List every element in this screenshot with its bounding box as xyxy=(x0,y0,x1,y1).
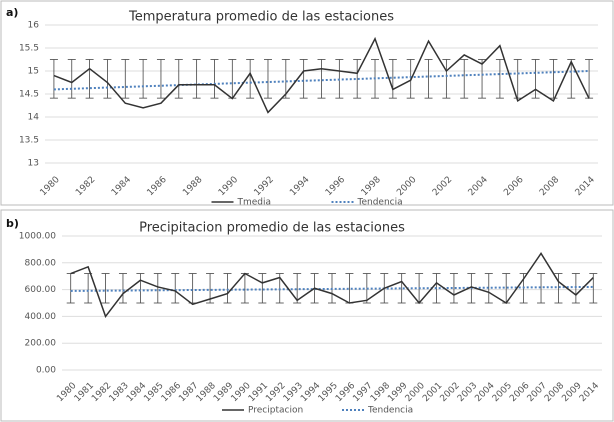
data-line xyxy=(70,252,594,318)
x-tick-label: 1986 xyxy=(146,175,169,198)
y-tick-label: 15 xyxy=(28,67,39,77)
panel-frame xyxy=(0,209,614,422)
x-tick-label: 2000 xyxy=(395,175,418,198)
x-tick-label: 1990 xyxy=(217,175,240,198)
y-tick-label: 1000.00 xyxy=(19,232,56,242)
y-tick-label: 200.00 xyxy=(25,339,57,349)
y-tick-label: 13 xyxy=(28,159,39,169)
x-tick-label: 2002 xyxy=(431,175,454,198)
x-tick-label: 2006 xyxy=(502,175,525,198)
x-tick-label: 2004 xyxy=(467,175,490,198)
legend-label: Preciptacion xyxy=(248,406,303,416)
x-tick-label: 1998 xyxy=(360,175,383,198)
y-tick-label: 800.00 xyxy=(25,258,57,268)
y-tick-label: 0.00 xyxy=(36,366,56,376)
trend-line xyxy=(53,70,590,91)
x-tick-label: 1982 xyxy=(74,175,97,198)
chart-title: Temperatura promedio de las estaciones xyxy=(128,10,394,25)
panel-frame xyxy=(0,0,614,206)
x-tick-label: 2014 xyxy=(578,381,601,404)
x-tick-label: 1994 xyxy=(288,175,311,198)
y-tick-label: 400.00 xyxy=(25,312,57,322)
y-tick-label: 15.5 xyxy=(19,44,39,54)
legend-label: Tendencia xyxy=(357,198,403,208)
legend-label: Tmedia xyxy=(237,198,272,208)
x-tick-label: 2008 xyxy=(538,175,561,198)
x-tick-label: 1980 xyxy=(39,175,62,198)
x-tick-label: 1996 xyxy=(324,175,347,198)
x-tick-label: 1992 xyxy=(253,175,276,198)
x-tick-label: 2014 xyxy=(574,175,597,198)
trend-line xyxy=(70,285,594,292)
y-tick-label: 14.5 xyxy=(19,90,39,100)
chart-title: Precipitacion promedio de las estaciones xyxy=(139,221,405,236)
legend-label: Tendencia xyxy=(367,406,413,416)
y-tick-label: 13.5 xyxy=(19,136,39,146)
y-tick-label: 600.00 xyxy=(25,285,57,295)
y-tick-label: 16 xyxy=(28,21,40,31)
panel-label: a) xyxy=(6,6,18,19)
x-tick-label: 1988 xyxy=(181,175,204,198)
y-tick-label: 14 xyxy=(28,113,40,123)
x-tick-label: 1984 xyxy=(110,175,133,198)
panel-label: b) xyxy=(6,217,19,230)
data-line xyxy=(53,36,590,114)
